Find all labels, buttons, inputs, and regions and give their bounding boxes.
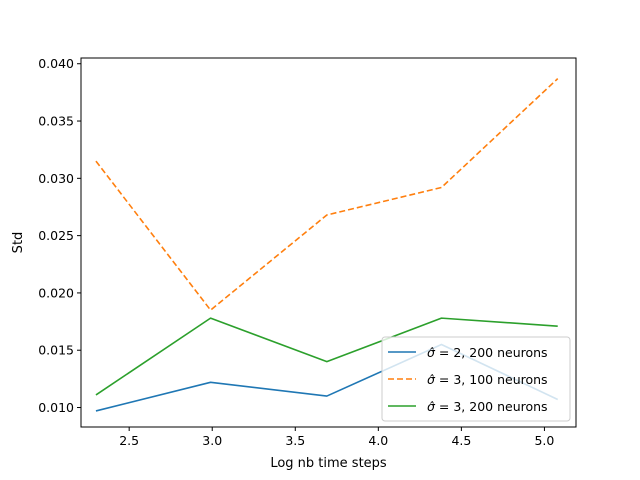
y-axis-label: Std [11, 232, 26, 254]
y-tick-label: 0.025 [38, 228, 74, 243]
x-tick-label: 4.5 [451, 433, 471, 448]
y-tick-label: 0.010 [38, 400, 74, 415]
y-axis-ticks: 0.010 0.015 0.020 0.025 0.030 0.035 0.040 [38, 56, 81, 415]
series-line-3 [95, 317, 558, 396]
y-tick-label: 0.030 [38, 171, 74, 186]
legend-label-3: σ̂ = 3, 200 neurons [427, 399, 548, 414]
x-tick-label: 3.5 [285, 433, 305, 448]
x-tick-label: 4.0 [368, 433, 388, 448]
legend-box [381, 336, 571, 422]
x-tick-label: 3.0 [202, 433, 222, 448]
plot-frame [80, 57, 577, 428]
legend-label-1: σ̂ = 2, 200 neurons [427, 345, 548, 360]
series-line-2 [95, 78, 559, 311]
y-tick-label: 0.040 [38, 56, 74, 71]
y-tick-label: 0.020 [38, 285, 74, 300]
x-tick-label: 5.0 [534, 433, 554, 448]
x-tick-label: 2.5 [119, 433, 139, 448]
legend-label-2: σ̂ = 3, 100 neurons [427, 372, 548, 387]
x-axis-label: Log nb time steps [270, 456, 387, 471]
y-tick-label: 0.015 [38, 343, 74, 358]
legend: σ̂ = 2, 200 neurons σ̂ = 3, 100 neurons σ̂… [381, 336, 571, 422]
x-axis-ticks: 2.5 3.0 3.5 4.0 4.5 5.0 [119, 427, 554, 448]
y-tick-label: 0.035 [38, 114, 74, 129]
